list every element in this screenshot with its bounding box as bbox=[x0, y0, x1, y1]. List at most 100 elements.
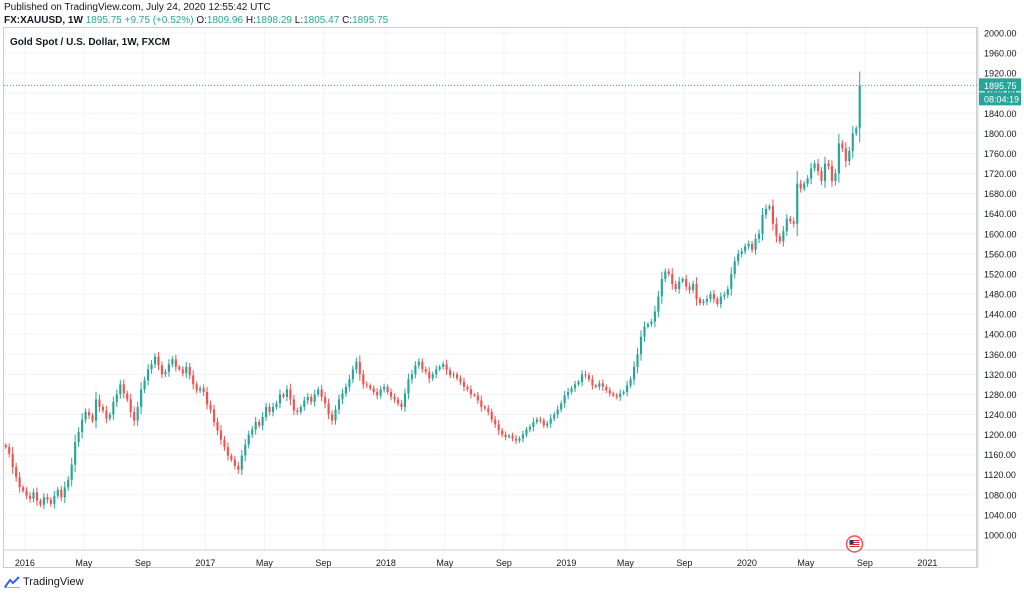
candle-body bbox=[681, 278, 684, 282]
candle-body bbox=[619, 393, 622, 397]
candle-body bbox=[567, 391, 570, 396]
candle-body bbox=[202, 388, 205, 392]
candle-body bbox=[46, 497, 49, 500]
candle-body bbox=[601, 383, 604, 387]
candle-body bbox=[764, 208, 768, 215]
chart-frame[interactable] bbox=[3, 27, 977, 568]
candle-body bbox=[702, 301, 705, 304]
y-tick-label: 1240.00 bbox=[984, 410, 1017, 420]
candle-body bbox=[518, 438, 521, 441]
high-value: 1898.29 bbox=[255, 15, 292, 26]
us-flag-stripe bbox=[849, 542, 860, 543]
candle-body bbox=[594, 385, 597, 387]
candle-body bbox=[785, 218, 788, 232]
candle-body bbox=[247, 434, 250, 445]
candle-body bbox=[344, 386, 348, 394]
candle-body bbox=[521, 434, 525, 439]
x-tick-label: 2021 bbox=[917, 558, 937, 568]
candle-body bbox=[483, 406, 486, 409]
candle-body bbox=[209, 404, 212, 410]
candle-body bbox=[757, 233, 761, 239]
candle-body bbox=[709, 294, 712, 300]
countdown-badge bbox=[979, 92, 1021, 106]
y-tick-label: 1360.00 bbox=[984, 350, 1017, 360]
brand-label: TradingView bbox=[23, 576, 84, 588]
candle-body bbox=[393, 396, 396, 400]
candle-body bbox=[580, 374, 584, 382]
us-flag-canton bbox=[849, 540, 854, 544]
candle-body bbox=[761, 214, 764, 234]
candle-body bbox=[747, 243, 750, 247]
y-tick-label: 1920.00 bbox=[984, 69, 1017, 79]
footer: TradingView bbox=[4, 576, 84, 588]
candle-body bbox=[501, 430, 504, 435]
candle-body bbox=[834, 173, 837, 182]
candle-body bbox=[379, 389, 382, 396]
candle-body bbox=[754, 238, 757, 250]
candle-body bbox=[858, 85, 861, 129]
candle-body bbox=[473, 394, 476, 396]
candle-body bbox=[285, 389, 288, 397]
candle-body bbox=[542, 420, 545, 426]
candle-body bbox=[789, 218, 792, 222]
candle-body bbox=[424, 369, 427, 372]
x-tick-label: Sep bbox=[315, 558, 331, 568]
candle-body bbox=[816, 163, 820, 172]
candle-body bbox=[431, 374, 434, 379]
symbol-label: FX:XAUUSD, 1W bbox=[4, 15, 83, 26]
candle-body bbox=[504, 434, 507, 438]
candle-body bbox=[810, 168, 813, 179]
candle-body bbox=[844, 148, 847, 162]
candle-body bbox=[410, 374, 413, 380]
candle-body bbox=[185, 366, 188, 374]
candle-body bbox=[688, 286, 691, 291]
candle-body bbox=[334, 409, 337, 421]
candle-body bbox=[469, 389, 472, 395]
candle-body bbox=[476, 395, 479, 401]
candle-body bbox=[237, 465, 240, 470]
candle-body bbox=[556, 409, 559, 415]
candle-body bbox=[313, 394, 316, 402]
candle-body bbox=[355, 361, 358, 370]
y-tick-label: 1080.00 bbox=[984, 490, 1017, 500]
candle-body bbox=[383, 386, 386, 390]
candle-body bbox=[178, 366, 181, 370]
candle-body bbox=[494, 419, 497, 425]
chart-title: Gold Spot / U.S. Dollar, 1W, FXCM bbox=[10, 37, 171, 48]
x-tick-label: May bbox=[797, 558, 815, 568]
x-tick-label: 2016 bbox=[15, 558, 35, 568]
x-tick-label: 2017 bbox=[195, 558, 215, 568]
candle-body bbox=[514, 438, 518, 441]
candle-body bbox=[160, 365, 164, 375]
candle-body bbox=[310, 396, 313, 402]
candle-body bbox=[167, 364, 170, 372]
y-tick-label: 1200.00 bbox=[984, 430, 1017, 440]
candle-body bbox=[275, 403, 278, 407]
x-tick-label: Sep bbox=[676, 558, 692, 568]
candle-body bbox=[216, 422, 219, 431]
close-value: 1895.75 bbox=[352, 15, 389, 26]
candle-body bbox=[81, 419, 84, 433]
candle-body bbox=[573, 384, 577, 389]
candle-body bbox=[459, 378, 462, 382]
candle-body bbox=[261, 416, 264, 426]
y-tick-label: 1840.00 bbox=[984, 109, 1017, 119]
x-tick-label: May bbox=[436, 558, 454, 568]
candle-body bbox=[11, 453, 14, 468]
countdown-label: 08:04:19 bbox=[984, 94, 1019, 104]
x-tick-label: 2020 bbox=[737, 558, 757, 568]
us-flag-stripe bbox=[849, 544, 860, 545]
candle-body bbox=[396, 399, 400, 404]
candle-body bbox=[841, 143, 844, 149]
candle-body bbox=[667, 271, 670, 274]
candle-body bbox=[744, 246, 747, 252]
candle-body bbox=[372, 388, 375, 392]
candle-body bbox=[324, 396, 327, 404]
candle-body bbox=[8, 447, 11, 454]
candle-body bbox=[768, 206, 771, 209]
candle-body bbox=[712, 294, 715, 300]
published-info: Published on TradingView.com, July 24, 2… bbox=[4, 2, 271, 13]
candle-body bbox=[428, 371, 431, 379]
candle-body bbox=[251, 429, 254, 435]
